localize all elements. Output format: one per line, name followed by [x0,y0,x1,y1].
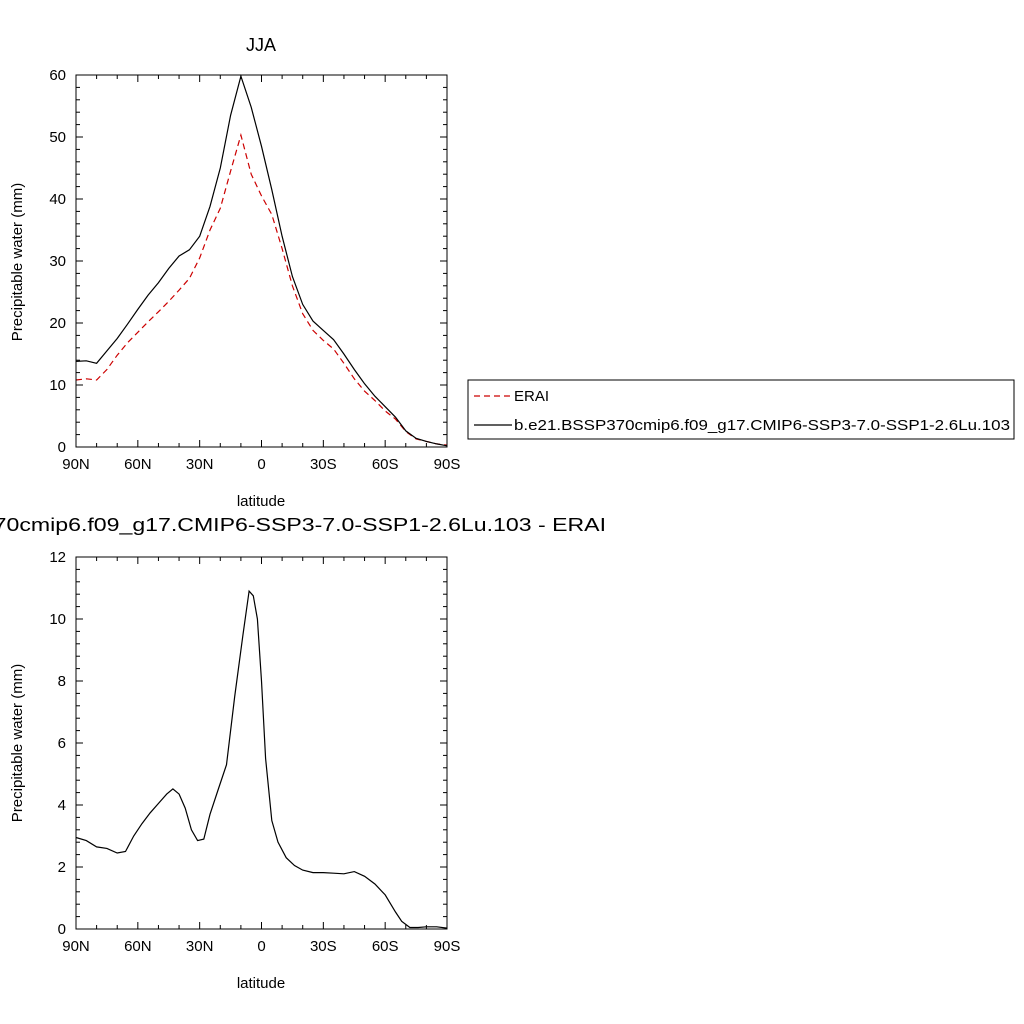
bottom-x-tick-label: 90N [62,938,90,955]
bottom-chart-title: b.e21.BSSP370cmip6.f09_g17.CMIP6-SSP3-7.… [0,515,606,536]
legend-label-model: b.e21.BSSP370cmip6.f09_g17.CMIP6-SSP3-7.… [514,417,1010,434]
bottom-plot-frame [75,556,448,930]
top-y-tick-label: 20 [49,315,66,332]
bottom-y-tick-label: 10 [49,611,66,628]
top-ticks: 90N 60N 30N 0 30S 60S 90S 0 10 20 30 40 50 60 [49,67,460,473]
bottom-x-tick-label: 30N [186,938,214,955]
top-y-tick-label: 40 [49,191,66,208]
bottom-y-axis-label: Precipitable water (mm) [9,664,26,822]
bottom-y-tick-label: 6 [58,735,66,752]
legend: ERAI b.e21.BSSP370cmip6.f09_g17.CMIP6-SS… [467,379,1015,440]
top-series-layer [75,74,448,447]
bottom-x-axis-label: latitude [237,975,285,992]
top-series-line-2 [75,74,448,447]
legend-box [467,379,1015,440]
bottom-y-tick-label: 0 [58,921,66,938]
top-y-tick-label: 0 [58,439,66,456]
top-x-axis-label: latitude [237,493,285,510]
top-panel: JJA Precipitable water (mm) latitude 90N… [9,35,460,510]
legend-label-erai: ERAI [514,388,549,405]
top-chart-title: JJA [246,35,276,55]
top-y-tick-label: 10 [49,377,66,394]
top-x-tick-label: 90S [434,456,461,473]
top-y-tick-label: 30 [49,253,66,270]
bottom-x-tick-label: 60S [372,938,399,955]
bottom-y-tick-label: 8 [58,673,66,690]
bottom-series-layer [75,589,448,929]
bottom-y-tick-label: 2 [58,859,66,876]
top-y-tick-label: 50 [49,129,66,146]
top-x-tick-label: 60N [124,456,152,473]
top-series-line-1 [75,132,448,446]
bottom-x-tick-label: 0 [257,938,265,955]
bottom-y-tick-label: 12 [49,549,66,566]
top-x-tick-label: 0 [257,456,265,473]
bottom-x-tick-label: 30S [310,938,337,955]
bottom-ticks: 90N 60N 30N 0 30S 60S 90S 0 2 4 6 8 10 12 [49,549,460,955]
bottom-x-tick-label: 60N [124,938,152,955]
top-plot-frame [75,74,448,448]
top-x-tick-label: 60S [372,456,399,473]
bottom-series-line-1 [75,589,448,929]
top-y-axis-label: Precipitable water (mm) [9,183,26,341]
bottom-x-tick-label: 90S [434,938,461,955]
top-x-tick-label: 30S [310,456,337,473]
top-y-tick-label: 60 [49,67,66,84]
bottom-y-tick-label: 4 [58,797,66,814]
bottom-panel: b.e21.BSSP370cmip6.f09_g17.CMIP6-SSP3-7.… [0,515,606,992]
top-x-tick-label: 30N [186,456,214,473]
top-x-tick-label: 90N [62,456,90,473]
